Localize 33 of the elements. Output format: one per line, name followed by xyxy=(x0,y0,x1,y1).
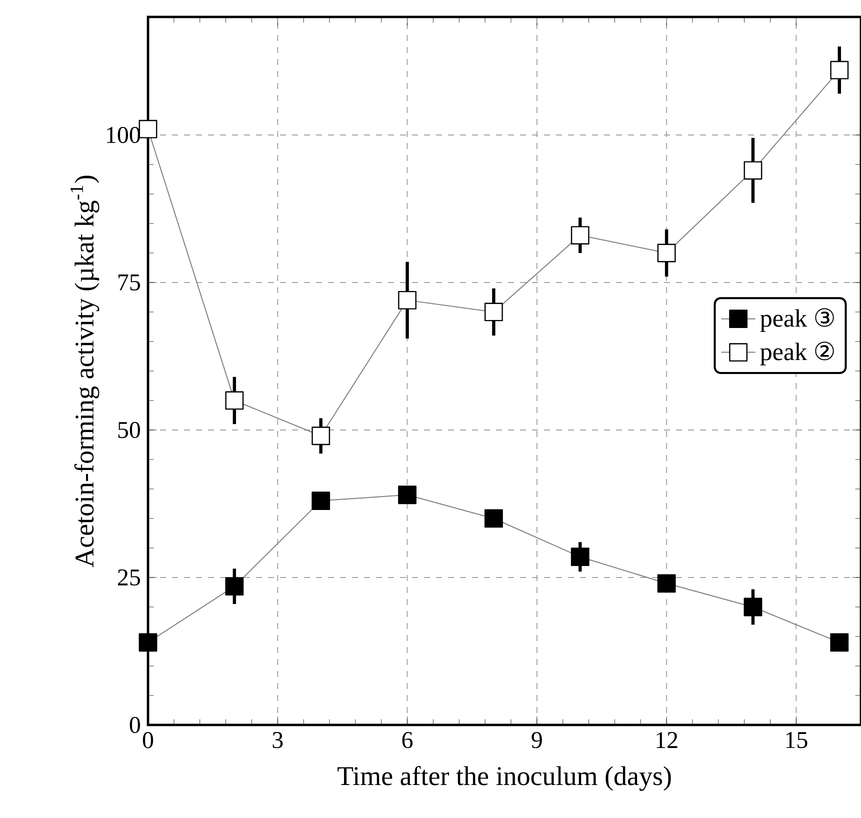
point xyxy=(484,509,503,528)
legend-label: peak ③ xyxy=(760,308,834,332)
point xyxy=(830,60,849,80)
point xyxy=(312,426,330,446)
point xyxy=(657,244,676,262)
y-tick-label: 100 xyxy=(107,126,140,144)
x-tick-label: 3 xyxy=(272,732,283,748)
x-tick-label: 9 xyxy=(532,732,542,748)
point xyxy=(657,574,676,593)
x-tick-label: 0 xyxy=(142,732,154,748)
y-tick-label: 50 xyxy=(118,422,140,438)
point xyxy=(138,633,158,652)
point xyxy=(570,548,590,566)
point xyxy=(744,161,762,180)
y-tick-label: 0 xyxy=(130,716,140,734)
x-tick-label: 12 xyxy=(656,732,678,748)
point xyxy=(225,391,244,410)
legend-label: peak ② xyxy=(760,342,834,366)
point xyxy=(398,290,416,310)
y-axis-title: Acetoin-forming activity (µkat kg$^{-1}$) xyxy=(70,176,100,568)
y-tick-label: 75 xyxy=(118,274,140,290)
point xyxy=(398,486,416,504)
point xyxy=(570,226,590,244)
y-tick-label: 25 xyxy=(118,569,140,586)
x-tick-label: 15 xyxy=(786,732,808,748)
point xyxy=(830,633,849,652)
x-tick-label: 6 xyxy=(402,732,413,748)
x-axis-title: Time after the inoculum (days) xyxy=(338,766,671,791)
point xyxy=(225,577,244,596)
point xyxy=(484,302,503,322)
point xyxy=(312,492,330,510)
point xyxy=(138,120,158,138)
point xyxy=(744,598,762,616)
